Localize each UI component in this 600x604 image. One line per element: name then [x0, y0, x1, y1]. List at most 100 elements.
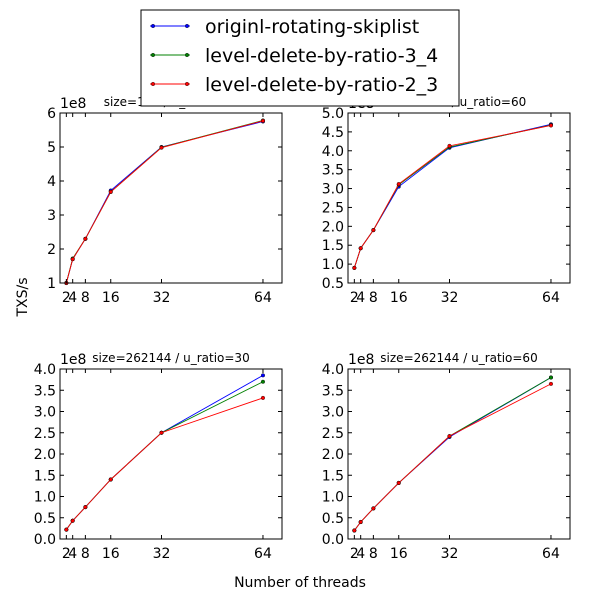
series-line-3 [66, 398, 263, 530]
y-tick-label: 1 [47, 276, 56, 292]
y-tick-label: 4 [47, 174, 56, 190]
data-point [397, 182, 401, 186]
series-line-1 [354, 378, 551, 531]
data-point [109, 478, 113, 482]
x-tick-label: 32 [153, 546, 171, 562]
y-tick-label: 3.0 [34, 405, 56, 421]
y-tick-label: 3.0 [322, 182, 344, 198]
data-point [261, 119, 265, 123]
y-tick-label: 0.5 [34, 511, 56, 527]
data-point [448, 144, 452, 148]
plot-frame [348, 113, 570, 283]
x-tick-label: 16 [102, 546, 120, 562]
x-tick-label: 8 [81, 290, 90, 306]
y-tick-label: 1.5 [322, 238, 344, 254]
y-tick-label: 3.5 [322, 383, 344, 399]
subplot-title: size=262144 / u_ratio=30 [92, 351, 249, 365]
legend-label: originl-rotating-skiplist [205, 16, 419, 38]
y-tick-label: 0.0 [322, 532, 344, 548]
legend-marker [185, 82, 189, 86]
legend-label: level-delete-by-ratio-2_3 [205, 74, 438, 96]
x-axis-label: Number of threads [234, 575, 366, 591]
x-tick-label: 4 [68, 290, 77, 306]
x-tick-label: 16 [102, 290, 120, 306]
y-tick-label: 4.0 [322, 362, 344, 378]
series-line-1 [66, 375, 263, 529]
data-point [372, 507, 376, 511]
x-tick-label: 16 [390, 546, 408, 562]
y-tick-label: 2.0 [322, 447, 344, 463]
y-tick-label: 5 [47, 140, 56, 156]
data-point [353, 529, 357, 533]
legend: originl-rotating-skiplist level-delete-by… [141, 10, 459, 106]
y-tick-label: 4.5 [322, 125, 344, 141]
data-point [397, 481, 401, 485]
y-tick-label: 1.0 [34, 490, 56, 506]
data-point [160, 146, 164, 150]
y-tick-label: 3.5 [322, 163, 344, 179]
y-tick-label: 5.0 [322, 106, 344, 122]
legend-label: level-delete-by-ratio-3_4 [205, 45, 438, 67]
x-tick-label: 8 [81, 546, 90, 562]
x-tick-label: 8 [369, 546, 378, 562]
y-tick-label: 3.0 [322, 405, 344, 421]
x-tick-label: 32 [441, 290, 459, 306]
x-tick-label: 4 [356, 290, 365, 306]
series-line-3 [354, 384, 551, 531]
data-point [261, 396, 265, 400]
data-point [109, 190, 113, 194]
y-tick-label: 2.0 [322, 219, 344, 235]
y-tick-label: 4.0 [322, 144, 344, 160]
y-tick-label: 1.5 [34, 468, 56, 484]
y-tick-label: 2.5 [322, 426, 344, 442]
data-point [84, 505, 88, 509]
data-point [65, 528, 69, 532]
y-tick-label: 6 [47, 106, 56, 122]
x-tick-label: 32 [153, 290, 171, 306]
y-tick-label: 2.5 [322, 200, 344, 216]
data-point [71, 519, 75, 523]
x-tick-label: 64 [254, 290, 272, 306]
scale-label: 1e8 [60, 96, 86, 112]
y-tick-label: 3 [47, 208, 56, 224]
data-point [549, 124, 553, 128]
plot-frame [348, 369, 570, 539]
subplot-3: 0.0 0.5 1.0 1.5 2.0 2.5 3.0 3.5 4.0 24 8 16 32 64 size… [34, 351, 282, 562]
data-point [84, 237, 88, 241]
x-tick-label: 32 [441, 546, 459, 562]
series-line-3 [66, 121, 263, 283]
y-tick-label: 1.5 [322, 468, 344, 484]
x-tick-label: 4 [356, 546, 365, 562]
y-tick-label: 1.0 [322, 257, 344, 273]
y-tick-label: 0.5 [322, 511, 344, 527]
subplot-title: size=262144 / u_ratio=60 [380, 351, 537, 365]
y-tick-label: 2.0 [34, 447, 56, 463]
series-line-2 [354, 125, 551, 268]
y-tick-label: 4.0 [34, 362, 56, 378]
x-tick-label: 4 [68, 546, 77, 562]
legend-marker [151, 82, 155, 86]
scale-label: 1e8 [348, 352, 374, 368]
series-line-2 [66, 120, 263, 283]
plot-frame [60, 113, 282, 283]
y-tick-label: 0.0 [34, 532, 56, 548]
x-tick-label: 64 [254, 546, 272, 562]
x-tick-label: 64 [542, 290, 560, 306]
y-axis-label: TXS/s [15, 277, 31, 317]
data-point [549, 376, 553, 380]
data-point [448, 434, 452, 438]
series-line-2 [66, 382, 263, 530]
data-point [71, 257, 75, 261]
y-tick-label: 0.5 [322, 276, 344, 292]
y-tick-label: 1.0 [322, 490, 344, 506]
subplot-4: 0.0 0.5 1.0 1.5 2.0 2.5 3.0 3.5 4.0 24 8 16 32 64 size… [322, 351, 570, 562]
data-point [353, 266, 357, 270]
subplot-2: 0.51.01.52.02.53.03.54.04.55.0248163264s… [322, 95, 570, 306]
legend-marker [185, 53, 189, 57]
legend-marker [151, 53, 155, 57]
data-point [261, 374, 265, 378]
data-point [261, 380, 265, 384]
